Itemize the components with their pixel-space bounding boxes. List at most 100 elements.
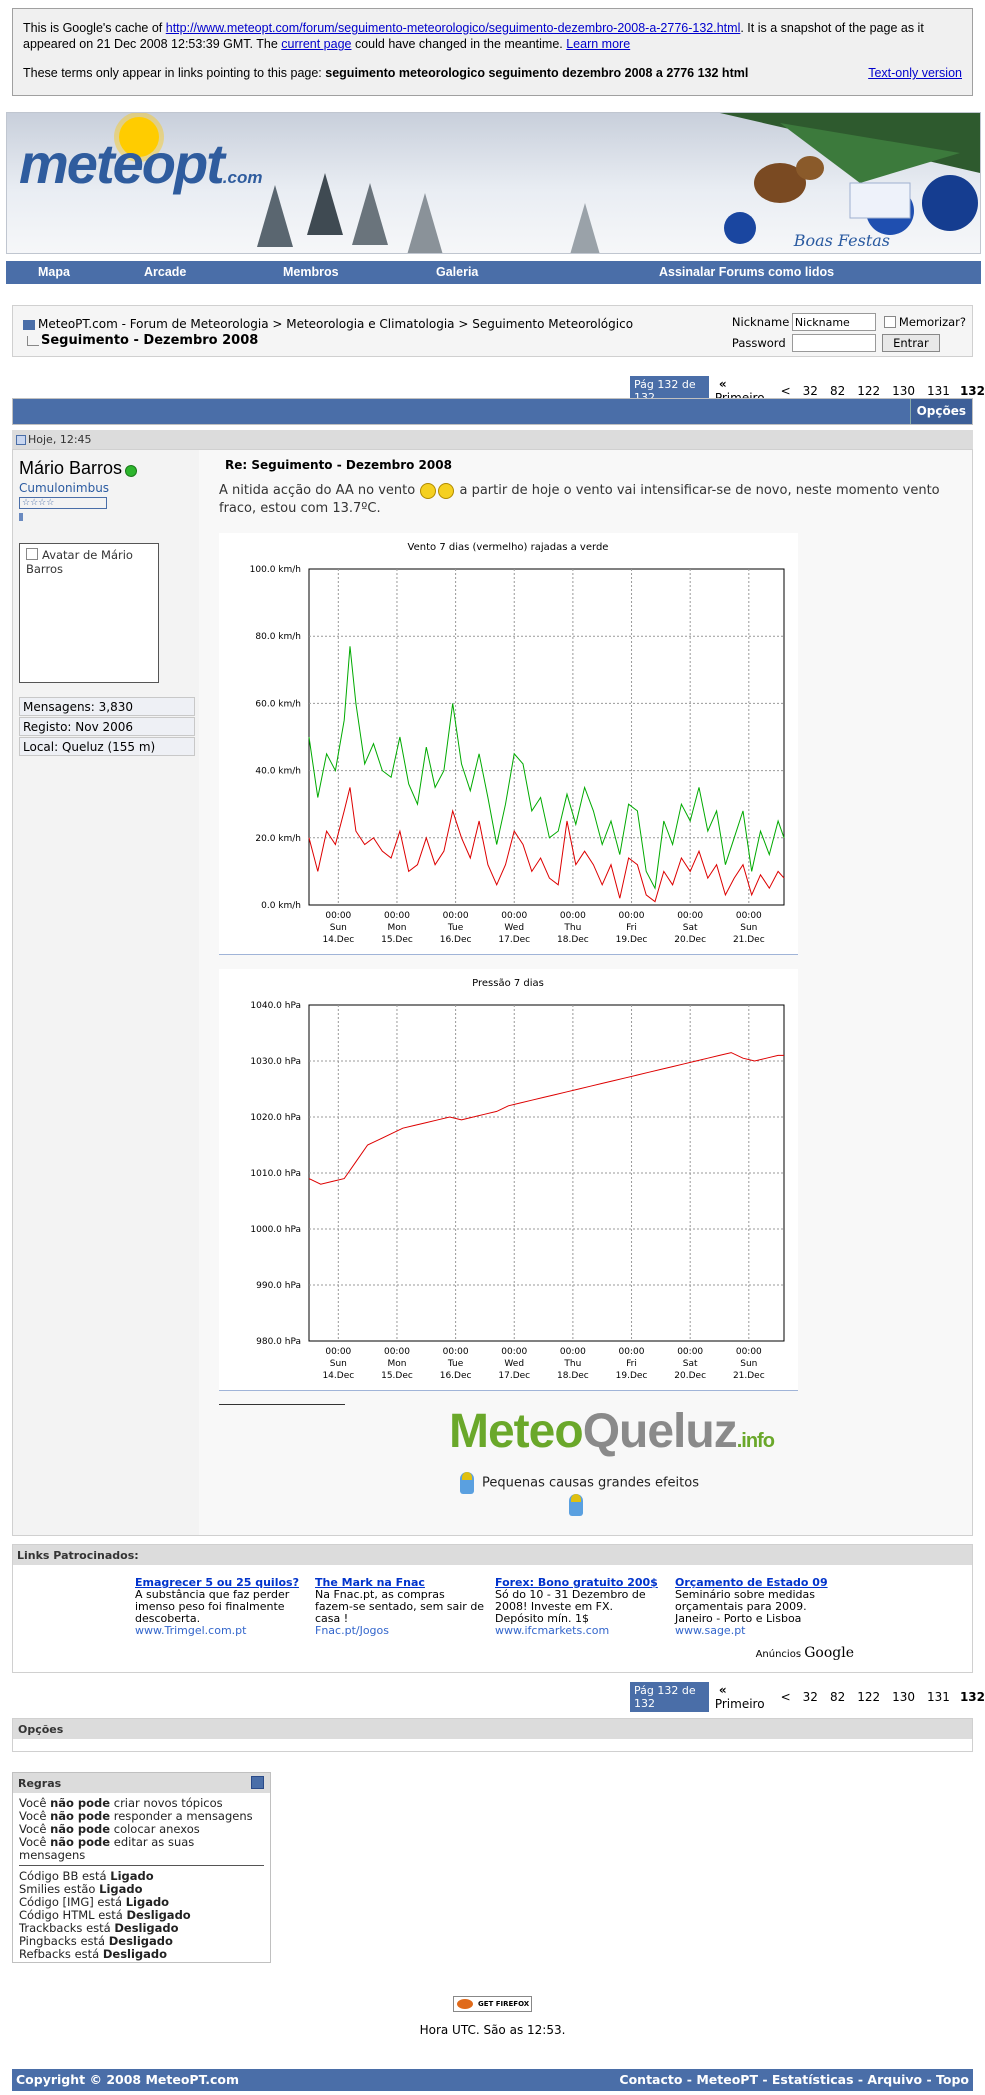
rules-panel: Regras Você não pode criar novos tópicos… <box>12 1772 271 1963</box>
page-link[interactable]: 32 <box>802 1690 818 1704</box>
x-tick-label: 00:00 <box>560 1347 586 1357</box>
reputation-icon <box>19 513 23 521</box>
text-only-version-link[interactable]: Text-only version <box>868 66 962 80</box>
ad-title[interactable]: Orçamento de Estado 09 <box>675 1576 828 1589</box>
nickname-input[interactable] <box>791 313 876 331</box>
user-avatar[interactable]: Avatar de Mário Barros <box>19 543 159 683</box>
ads-by-google[interactable]: Anúncios Google <box>755 1645 854 1661</box>
first-page-link[interactable]: « Primeiro <box>714 1683 765 1711</box>
cache-date-text: . It is a snapshot of the page as it app… <box>23 21 924 51</box>
snowman-icon <box>568 1494 583 1516</box>
nav-mark-forums-read[interactable]: Assinalar Forums como lidos <box>659 265 835 279</box>
password-input[interactable] <box>791 334 876 352</box>
nav-arcade[interactable]: Arcade <box>144 265 187 279</box>
login-button[interactable]: Entrar <box>881 334 940 352</box>
x-tick-label: 19.Dec <box>616 1371 648 1381</box>
x-tick-label: 16.Dec <box>440 935 472 945</box>
rules-divider <box>19 1865 264 1866</box>
rules-body: Você não pode criar novos tópicos Você n… <box>13 1793 270 1965</box>
main-nav: Mapa Arcade Membros Galeria Assinalar Fo… <box>6 261 981 284</box>
cached-url-link[interactable]: http://www.meteopt.com/forum/seguimento-… <box>165 21 741 35</box>
post-text-part-1: A nitida acção do AA no vento <box>219 483 416 498</box>
ad-item[interactable]: Emagrecer 5 ou 25 quilos? A substância q… <box>135 1577 305 1637</box>
x-tick-label: 15.Dec <box>381 935 413 945</box>
ad-title[interactable]: Emagrecer 5 ou 25 quilos? <box>135 1576 299 1589</box>
x-tick-label: 00:00 <box>736 1347 762 1357</box>
options-header[interactable]: Opções <box>13 1719 972 1739</box>
current-page-link[interactable]: current page <box>281 37 352 51</box>
tree-icon <box>407 193 443 253</box>
site-logo[interactable]: meteopt.com <box>19 132 263 195</box>
page-link[interactable]: 122 <box>857 1690 881 1704</box>
collapse-icon[interactable] <box>251 1776 264 1789</box>
utc-time-note: Hora UTC. São as 12:53. <box>419 2023 566 2037</box>
page-indicator: Pág 132 de 132 <box>630 1682 709 1712</box>
setting-line: Pingbacks está Desligado <box>19 1934 173 1948</box>
ad-url[interactable]: Fnac.pt/Jogos <box>315 1624 390 1637</box>
setting-line[interactable]: Código BB está Ligado <box>19 1869 154 1883</box>
post-title: Re: Seguimento - Dezembro 2008 <box>225 458 452 472</box>
snowman-icon <box>460 1472 475 1494</box>
home-icon[interactable] <box>23 319 35 330</box>
post-options-menu[interactable]: Opções <box>909 399 972 424</box>
breadcrumb-box: MeteoPT.com - Forum de Meteorologia > Me… <box>12 305 973 357</box>
prev-page-link[interactable]: < <box>780 1690 791 1704</box>
meteoqueluz-logo[interactable]: MeteoQueluz.info <box>449 1405 775 1458</box>
nav-mapa[interactable]: Mapa <box>38 265 70 279</box>
page-link[interactable]: 131 <box>927 384 950 398</box>
x-tick-label: Wed <box>504 1359 524 1369</box>
ad-url[interactable]: www.Trimgel.com.pt <box>135 1624 247 1637</box>
season-greeting: Boas Festas <box>793 231 890 250</box>
ad-title[interactable]: Forex: Bono gratuito 200$ <box>495 1576 658 1589</box>
footer-links[interactable]: Contacto - MeteoPT - Estatísticas - Arqu… <box>619 2072 969 2087</box>
breadcrumb-path[interactable]: MeteoPT.com - Forum de Meteorologia > Me… <box>38 317 634 331</box>
y-tick-label: 20.0 km/h <box>255 834 301 844</box>
page-link[interactable]: 131 <box>927 1690 950 1704</box>
x-tick-label: Thu <box>563 1359 581 1369</box>
post-username[interactable]: Mário Barros <box>19 458 123 478</box>
login-form: Nickname Memorizar? Password Entrar <box>732 312 966 354</box>
page-link[interactable]: 130 <box>892 384 916 398</box>
x-tick-label: 00:00 <box>384 911 410 921</box>
page-link[interactable]: 130 <box>892 1690 916 1704</box>
y-tick-label: 1040.0 hPa <box>250 1001 301 1011</box>
ad-item[interactable]: Orçamento de Estado 09 Seminário sobre m… <box>675 1577 845 1637</box>
x-tick-label: 00:00 <box>736 911 762 921</box>
page-link[interactable]: 82 <box>829 1690 846 1704</box>
x-tick-label: 00:00 <box>325 911 351 921</box>
y-tick-label: 1020.0 hPa <box>250 1113 301 1123</box>
setting-line: Refbacks está Desligado <box>19 1947 168 1961</box>
user-stat-location: Local: Queluz (155 m) <box>19 737 195 756</box>
page-link[interactable]: 32 <box>802 384 818 398</box>
x-tick-label: 17.Dec <box>498 1371 530 1381</box>
get-firefox-badge[interactable]: GET FIREFOX <box>453 1996 532 2012</box>
post-date-row: Hoje, 12:45 <box>12 430 973 449</box>
x-tick-label: 00:00 <box>619 1347 645 1357</box>
post-body: Mário Barros Cumulonimbus ☆☆☆☆ Avatar de… <box>12 449 973 1536</box>
nav-membros[interactable]: Membros <box>283 265 339 279</box>
ad-url[interactable]: www.sage.pt <box>675 1624 746 1637</box>
x-tick-label: 14.Dec <box>322 935 354 945</box>
ad-title[interactable]: The Mark na Fnac <box>315 1576 425 1589</box>
rule-line: Você não pode responder a mensagens <box>19 1809 253 1823</box>
chart-title: Pressão 7 dias <box>472 978 544 989</box>
page-link[interactable]: 122 <box>857 384 881 398</box>
page-link[interactable]: 82 <box>829 384 846 398</box>
ad-item[interactable]: The Mark na Fnac Na Fnac.pt, as compras … <box>315 1577 485 1637</box>
remember-checkbox[interactable] <box>883 316 896 328</box>
ad-description: Na Fnac.pt, as compras fazem-se sentado,… <box>315 1588 485 1625</box>
ad-url[interactable]: www.ifcmarkets.com <box>495 1624 610 1637</box>
ad-item[interactable]: Forex: Bono gratuito 200$ Só do 10 - 31 … <box>495 1577 665 1637</box>
wind-chart: Vento 7 dias (vermelho) rajadas a verde 1… <box>219 533 798 955</box>
post-message: A nitida acção do AA no vento a partir d… <box>219 482 969 518</box>
learn-more-link[interactable]: Learn more <box>566 37 631 51</box>
x-tick-label: Sat <box>683 923 698 933</box>
y-tick-label: 1010.0 hPa <box>250 1169 301 1179</box>
ad-description: A substância que faz perder imenso peso … <box>135 1588 290 1625</box>
thread-title[interactable]: Seguimento - Dezembro 2008 <box>41 333 259 348</box>
setting-line: Trackbacks está Desligado <box>19 1921 179 1935</box>
x-tick-label: Sun <box>330 1359 347 1369</box>
prev-page-link[interactable]: < <box>780 384 791 398</box>
nav-galeria[interactable]: Galeria <box>436 265 479 279</box>
y-tick-label: 60.0 km/h <box>255 699 301 709</box>
